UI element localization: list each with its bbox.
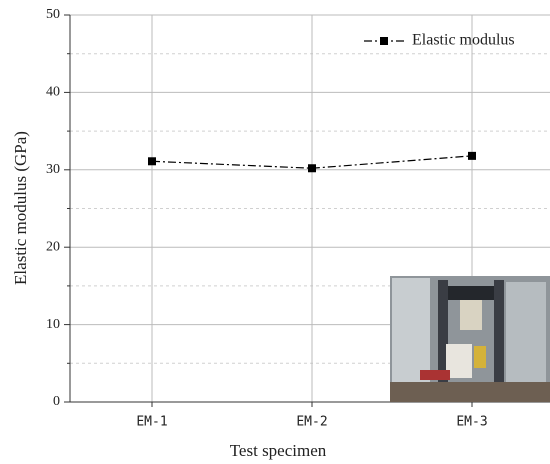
inset-photo	[390, 382, 550, 402]
legend-marker	[380, 37, 388, 45]
data-marker	[148, 157, 156, 166]
data-marker	[308, 164, 316, 173]
y-tick-label: 30	[46, 162, 60, 177]
y-tick-label: 20	[46, 239, 60, 254]
y-tick-label: 50	[46, 7, 60, 22]
legend-label: Elastic modulus	[412, 32, 515, 49]
x-tick-label: EM-3	[456, 415, 487, 430]
x-axis-label: Test specimen	[230, 441, 327, 460]
inset-photo	[392, 278, 430, 388]
data-marker	[468, 151, 476, 160]
inset-photo	[446, 344, 472, 378]
inset-photo	[494, 280, 504, 398]
y-tick-label: 0	[53, 394, 60, 409]
inset-photo	[420, 370, 450, 380]
y-tick-label: 10	[46, 317, 60, 332]
inset-photo	[460, 300, 482, 330]
y-tick-label: 40	[46, 85, 60, 100]
inset-photo	[506, 282, 546, 382]
y-axis-label: Elastic modulus (GPa)	[11, 131, 30, 285]
x-tick-label: EM-2	[296, 415, 327, 430]
x-tick-label: EM-1	[136, 415, 167, 430]
inset-photo	[474, 346, 486, 368]
inset-photo	[448, 286, 494, 300]
inset-photo	[438, 280, 448, 398]
